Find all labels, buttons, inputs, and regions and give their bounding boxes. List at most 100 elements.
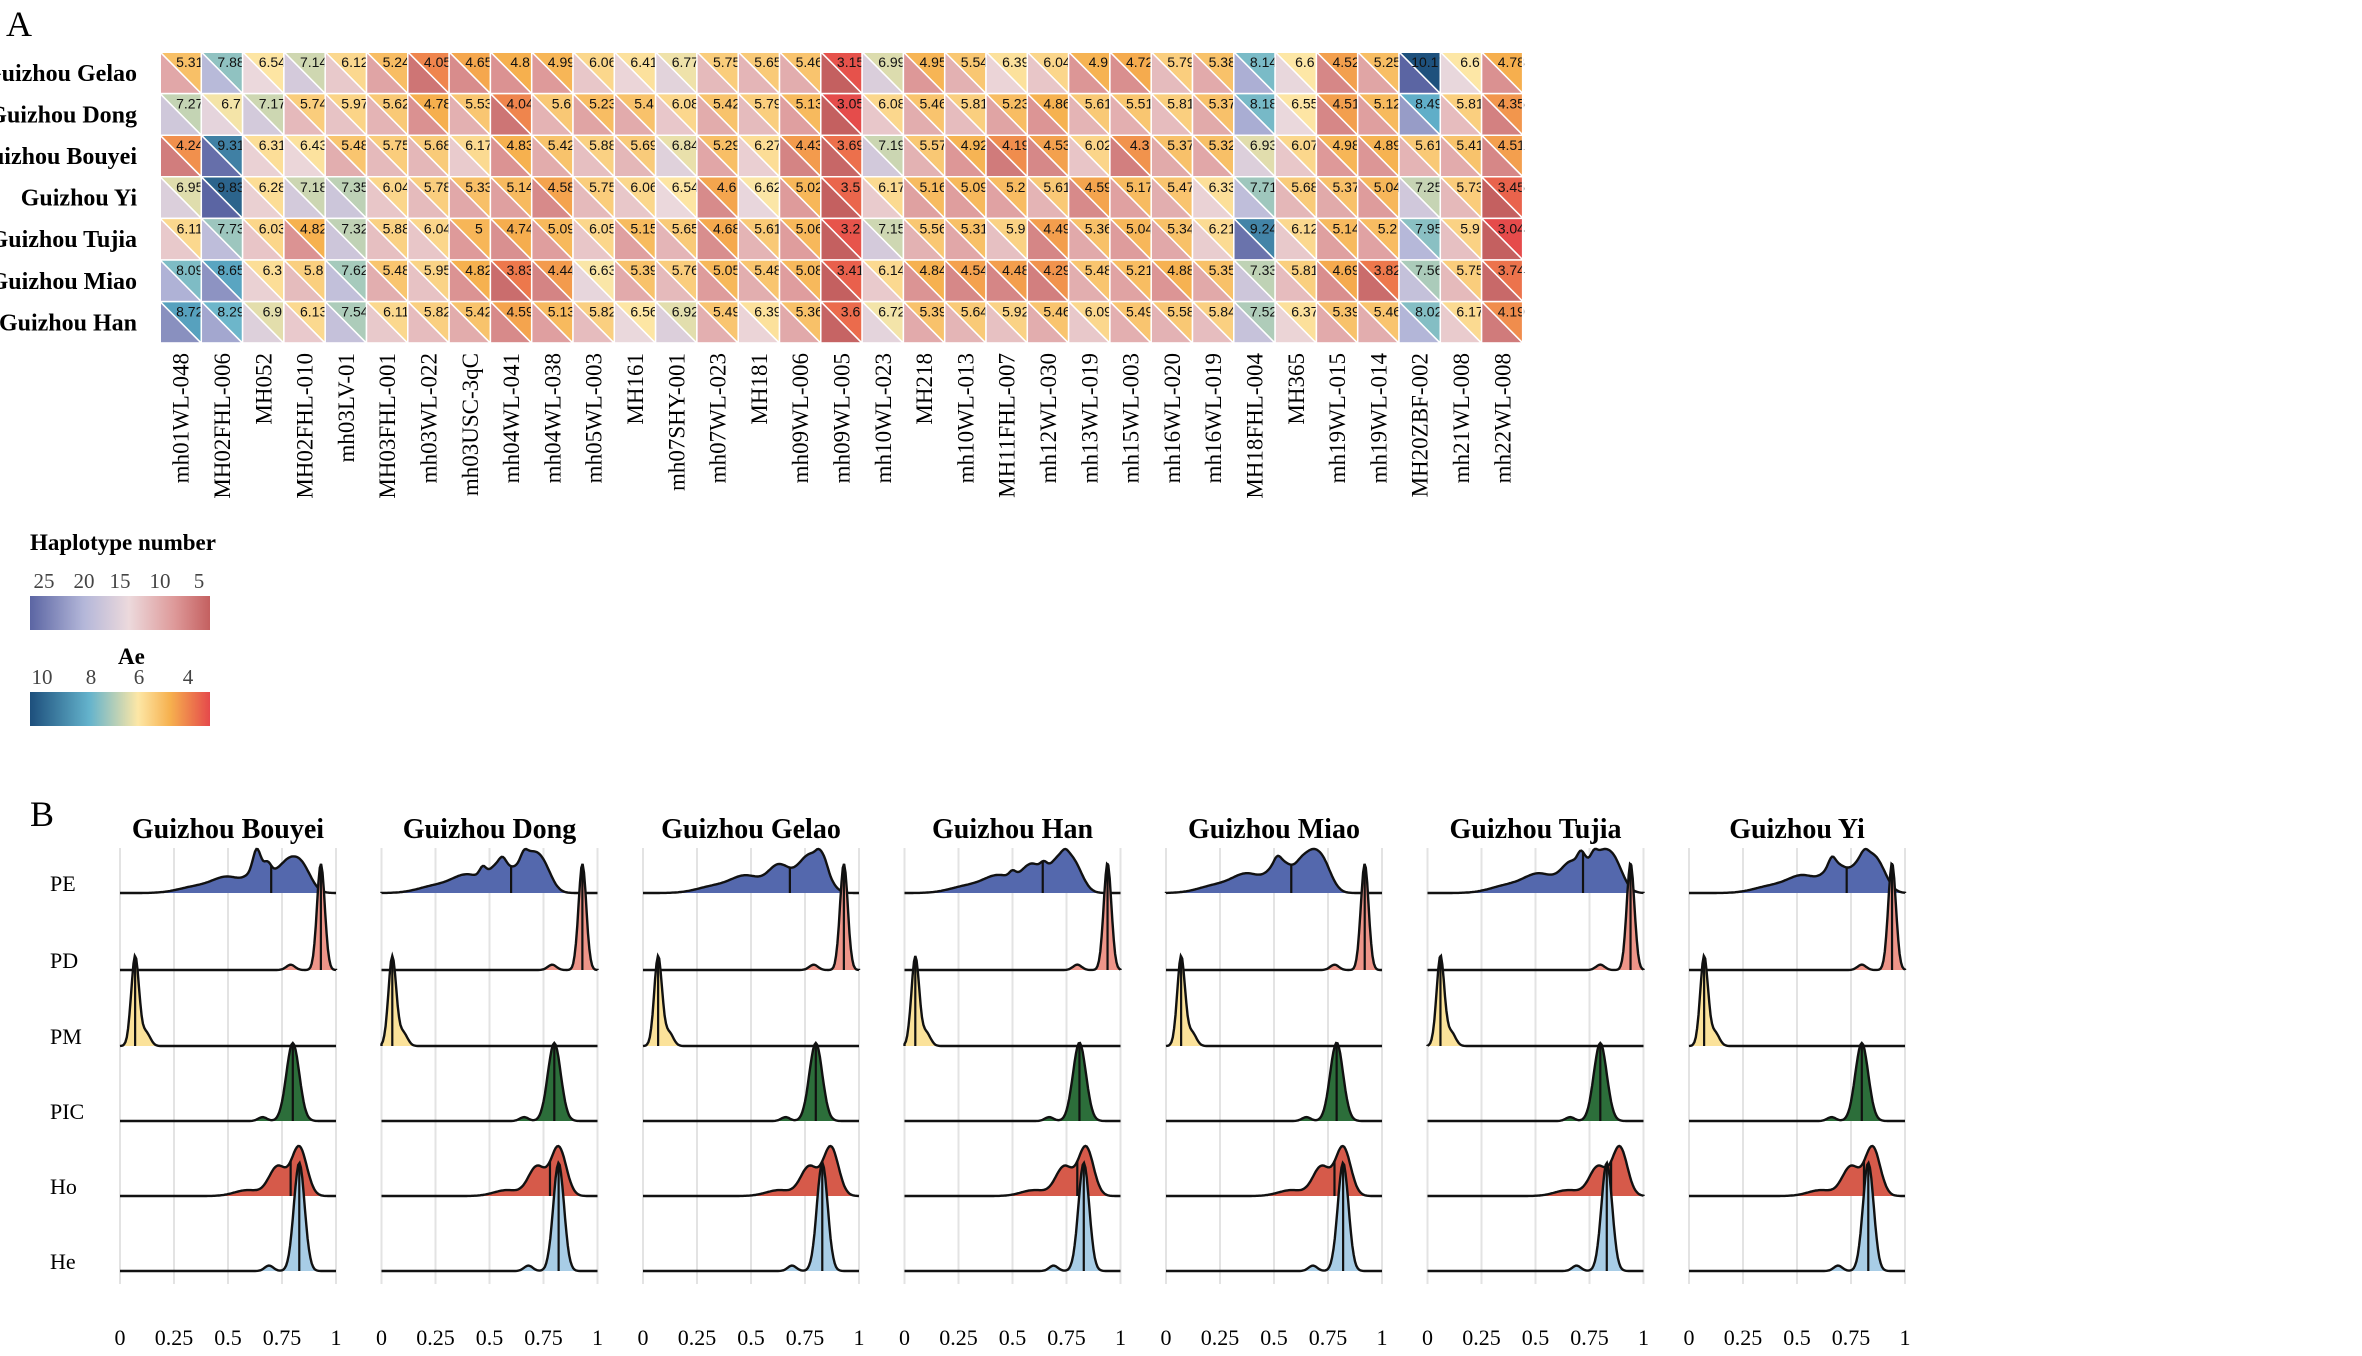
heatmap-cell-label: 6.06 xyxy=(630,179,657,195)
heatmap-cell-label: 5.78 xyxy=(424,179,451,195)
heatmap-cell-label: 5.69 xyxy=(630,137,657,153)
heatmap-cell-label: 5.64 xyxy=(961,304,988,320)
heatmap-column-label: mh21WL-008 xyxy=(1449,353,1474,483)
heatmap-cell-label: 4.43 xyxy=(796,137,823,153)
heatmap-cell-label: 3.6 xyxy=(841,304,861,320)
ridge-x-tick: 0.25 xyxy=(939,1325,978,1350)
heatmap-cell-label: 3.5 xyxy=(841,179,861,195)
heatmap-row-label: Guizhou Gelao xyxy=(0,61,137,87)
heatmap-cell-label: 7.19 xyxy=(878,137,905,153)
ridge-x-tick: 0 xyxy=(376,1325,387,1350)
heatmap-cell-label: 6.92 xyxy=(672,304,699,320)
ridge-x-tick: 1 xyxy=(1638,1325,1649,1350)
heatmap-column-label: MH365 xyxy=(1284,353,1309,425)
heatmap-cell-label: 9.83 xyxy=(217,179,244,195)
heatmap-cell-label: 5.21 xyxy=(1126,262,1153,278)
legend-haplotype-tick: 25 xyxy=(34,569,55,593)
heatmap-column-label: mh09WL-006 xyxy=(788,353,813,483)
heatmap-cell-label: 5.81 xyxy=(1167,96,1194,112)
legend-ae-tick: 6 xyxy=(134,665,145,689)
ridge-density-line xyxy=(380,847,598,895)
heatmap-cell-label: 5.38 xyxy=(1209,54,1236,70)
heatmap-cell-label: 5.36 xyxy=(1085,220,1112,236)
heatmap-cell-label: 5.31 xyxy=(176,54,203,70)
heatmap-cell-label: 6.54 xyxy=(259,54,286,70)
heatmap-cell-label: 4.95 xyxy=(920,54,947,70)
heatmap-cell-label: 6.33 xyxy=(1209,179,1236,195)
ridge-x-tick: 0.25 xyxy=(678,1325,717,1350)
ridge-x-tick: 0.5 xyxy=(737,1325,765,1350)
ridge-x-tick: 0.25 xyxy=(416,1325,455,1350)
legend-ae-colorbar xyxy=(30,692,210,726)
ridge-density-line xyxy=(903,955,1121,1048)
heatmap-column-label: mh15WL-003 xyxy=(1119,353,1144,483)
ridge-x-tick: 1 xyxy=(1115,1325,1126,1350)
heatmap-column-label: mh09WL-005 xyxy=(829,353,854,483)
heatmap-cell-label: 6.17 xyxy=(1456,304,1483,320)
heatmap-cell-label: 6.72 xyxy=(878,304,905,320)
heatmap-cell-label: 6.11 xyxy=(383,304,409,320)
heatmap-cell-label: 5.31 xyxy=(961,220,988,236)
ridge-density-fill xyxy=(1427,1146,1644,1196)
heatmap-column-label: MH218 xyxy=(912,353,937,425)
legend-ae-title: Ae xyxy=(118,644,145,669)
ridge-density-line xyxy=(904,861,1122,972)
ridge-parameter-label: He xyxy=(50,1249,76,1274)
ridge-density-line xyxy=(1166,1160,1382,1273)
heatmap-cell-label: 4.92 xyxy=(961,137,988,153)
heatmap-cell-label: 4.6 xyxy=(717,179,737,195)
ridge-facet-title: Guizhou Han xyxy=(932,814,1093,845)
heatmap-column-label: MH03FHL-001 xyxy=(375,353,400,499)
heatmap-cell-label: 5.61 xyxy=(1043,179,1070,195)
ridge-x-tick: 0.5 xyxy=(1260,1325,1288,1350)
ridge-parameter-label: Ho xyxy=(50,1174,77,1199)
heatmap-cell-label: 5.46 xyxy=(1374,304,1401,320)
heatmap-cell-label: 4.52 xyxy=(1333,54,1360,70)
heatmap-cell-label: 5.54 xyxy=(961,54,988,70)
heatmap-cell-label: 4.59 xyxy=(507,304,534,320)
heatmap-cell-label: 6.12 xyxy=(341,54,368,70)
heatmap-cell-label: 5.84 xyxy=(1209,304,1236,320)
ridge-density-fill xyxy=(1166,849,1382,893)
heatmap-cell-label: 7.54 xyxy=(341,304,368,320)
heatmap-cell-label: 4.69 xyxy=(1333,262,1360,278)
heatmap-cell-label: 3.04 xyxy=(1498,220,1525,236)
heatmap-cell-label: 5.62 xyxy=(383,96,410,112)
ridge-density-fill xyxy=(1427,849,1644,893)
heatmap-column-label: mh10WL-023 xyxy=(871,353,896,483)
heatmap-cell-label: 6.62 xyxy=(754,179,781,195)
ridge-density-fill xyxy=(120,1146,336,1196)
heatmap-cell-label: 3.2 xyxy=(841,220,861,236)
heatmap-cell-label: 6.08 xyxy=(672,96,699,112)
heatmap-cell-label: 5.33 xyxy=(465,179,492,195)
ridge-parameter-label: PIC xyxy=(50,1099,84,1124)
ridge-x-tick: 1 xyxy=(331,1325,342,1350)
heatmap-cell-label: 6.27 xyxy=(754,137,781,153)
heatmap-cell-label: 6.93 xyxy=(1250,137,1277,153)
heatmap-cell-label: 4.54 xyxy=(961,262,988,278)
ridge-x-tick: 1 xyxy=(854,1325,865,1350)
heatmap-cell-label: 4.51 xyxy=(1333,96,1360,112)
heatmap-column-label: mh19WL-015 xyxy=(1325,353,1350,483)
ridge-density-line xyxy=(1689,847,1907,895)
heatmap-cell-label: 5.53 xyxy=(465,96,492,112)
ridgeline-panels: PE PD PM PIC Ho He Guizhou Bouyei 0 0.25 0.5 0.75 1… xyxy=(50,814,1911,1350)
heatmap-cell-label: 5.48 xyxy=(341,137,368,153)
ridge-density-line xyxy=(1166,863,1382,972)
ridge-density-fill xyxy=(904,1146,1121,1196)
heatmap-cell-label: 7.73 xyxy=(217,220,244,236)
heatmap-cell-label: 5.39 xyxy=(920,304,947,320)
heatmap-cell-label: 6.13 xyxy=(300,304,327,320)
heatmap-cell-label: 5.35 xyxy=(1209,262,1236,278)
ridge-density-line xyxy=(1689,1041,1905,1123)
ridge-x-tick: 1 xyxy=(592,1325,603,1350)
heatmap-cell-label: 5.14 xyxy=(507,179,534,195)
ridge-density-fill xyxy=(381,1163,598,1271)
heatmap-cell-label: 4.99 xyxy=(548,54,575,70)
heatmap-cell-label: 4.19 xyxy=(1002,137,1029,153)
heatmap-cell-label: 5.75 xyxy=(1456,262,1483,278)
ridge-parameter-label: PM xyxy=(50,1024,82,1049)
ridge-density-fill xyxy=(1166,956,1382,1046)
heatmap-cell-label: 4.3 xyxy=(1130,137,1150,153)
heatmap-cell-label: 5.57 xyxy=(920,137,947,153)
